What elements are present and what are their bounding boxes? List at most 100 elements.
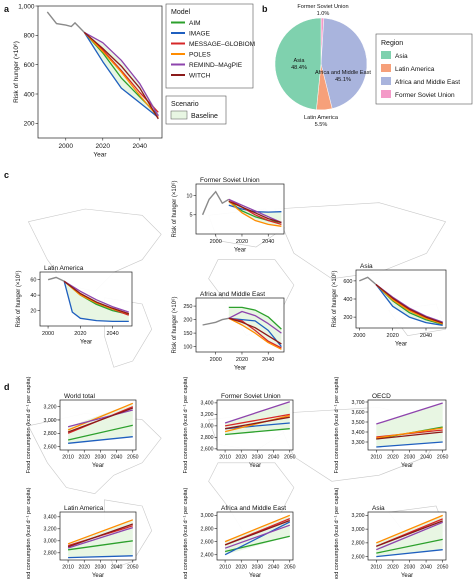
y-axis-label-c-la: Risk of hunger (×10⁶): [15, 271, 22, 328]
chart-title-d-world: World total: [64, 393, 96, 400]
region-swatch-africa-and-middle-east: [381, 77, 391, 85]
y-tick-label-d-fsu-3: 3,200: [201, 412, 214, 418]
history-line-c-fsu: [201, 190, 230, 216]
series-line-aim-d-asia: [376, 538, 443, 554]
pie-value-asia: 48.4%: [291, 65, 307, 71]
series-line-image-d-la: [68, 555, 133, 559]
y-tick-label-a-0: 200: [24, 121, 35, 128]
series-line-witch-c-fsu: [228, 200, 282, 224]
x-axis-label-c-fsu: Year: [234, 248, 246, 254]
x-tick-label-a-1: 2020: [96, 143, 111, 150]
series-line-image-c-ame: [228, 317, 282, 348]
series-line-image-d-oecd: [376, 441, 443, 448]
series-line-witch-d-la: [67, 523, 134, 548]
history-line-c-asia: [359, 276, 377, 286]
x-axis-label-c-asia: Year: [395, 342, 407, 348]
y-tick-label-c-fsu-1: 10: [186, 193, 192, 199]
series-line-poles-d-ame: [224, 514, 291, 543]
x-tick-label-c-asia-2: 2040: [420, 333, 432, 339]
x-axis-label-a: Year: [93, 152, 107, 159]
chart-title-c-la: Latin America: [44, 265, 84, 272]
model-legend: Model AIM IMAGE MESSAGE–GLOBIOM POLES REMIND…: [165, 3, 255, 89]
x-tick-label-c-ame-2: 2040: [262, 357, 274, 363]
series-line-image-c-fsu: [228, 204, 282, 213]
series-line-remind-magpie-d-ame: [224, 524, 291, 549]
x-tick-label-d-la-2: 2030: [95, 565, 107, 571]
chart-c-asia: 2000 2020 2040 200 400 600 Year Risk of hunger …: [331, 263, 447, 348]
series-line-poles-c-asia: [375, 284, 443, 325]
series-line-poles-d-la: [67, 519, 134, 545]
chart-d-fsu: 2010 2020 2030 2040 2050 2,600 2,800 3,000 3,200…: [183, 376, 296, 473]
y-tick-label-d-ame-2: 2,800: [201, 526, 214, 532]
x-tick-label-d-world-2: 2030: [95, 455, 107, 461]
series-line-remind-magpie-d-fsu: [224, 401, 291, 424]
x-tick-label-c-fsu-1: 2020: [236, 239, 248, 245]
y-tick-label-d-asia-3: 3,200: [352, 513, 365, 519]
x-tick-label-d-fsu-2: 2030: [252, 455, 264, 461]
region-swatch-asia: [381, 51, 391, 59]
region-label-africa-and-middle-east: Africa and Middle East: [395, 79, 460, 86]
series-line-image-d-ame: [224, 521, 291, 556]
series-line-witch-d-asia: [376, 520, 443, 547]
y-tick-label-a-2: 600: [24, 62, 35, 69]
x-tick-label-d-asia-3: 2040: [420, 565, 432, 571]
series-line-witch-d-oecd: [376, 431, 443, 440]
y-tick-label-d-fsu-0: 2,600: [201, 447, 214, 453]
series-line-aim-d-fsu: [225, 428, 290, 436]
y-tick-label-c-ame-3: 250: [183, 304, 192, 310]
y-axis-label-d-ame: Food consumption (kcal d⁻¹ per capita): [183, 487, 189, 579]
y-tick-label-d-fsu-1: 2,800: [201, 435, 214, 441]
chart-d-asia: 2010 2020 2030 2040 2050 2,600 2,800 3,000 3,200…: [334, 487, 449, 579]
x-tick-label-d-la-4: 2050: [127, 565, 139, 571]
x-axis-label-d-ame: Year: [249, 573, 261, 579]
series-line-witch-d-world: [67, 407, 134, 433]
x-tick-label-d-fsu-1: 2020: [235, 455, 247, 461]
y-tick-label-c-la-2: 60: [30, 278, 36, 284]
legend-label-witch: WITCH: [189, 73, 211, 80]
region-legend-title: Region: [381, 40, 403, 47]
x-tick-label-c-asia-1: 2020: [387, 333, 399, 339]
pie-label-former-soviet-union: Former Soviet Union: [297, 4, 348, 10]
y-tick-label-d-oecd-2: 3,500: [352, 420, 365, 426]
y-tick-label-d-asia-1: 2,800: [352, 541, 365, 547]
chart-title-d-oecd: OECD: [372, 393, 391, 400]
panel-label-c: c: [4, 170, 9, 180]
x-tick-label-d-asia-1: 2020: [387, 565, 399, 571]
chart-title-c-asia: Asia: [360, 263, 373, 270]
pie-value-africa-and-middle-east: 45.1%: [335, 77, 351, 83]
y-tick-label-d-world-3: 3,200: [44, 404, 57, 410]
series-line-witch-c-la: [63, 280, 130, 315]
x-tick-label-d-ame-1: 2020: [235, 565, 247, 571]
series-line-remind-magpie-c-ame: [228, 310, 282, 334]
series-line-aim-c-ame: [228, 306, 282, 330]
axes-frame-c-ame: [195, 297, 285, 353]
y-tick-label-c-ame-1: 150: [183, 331, 192, 337]
scenario-legend: Scenario Baseline: [165, 95, 227, 125]
y-tick-label-d-oecd-4: 3,700: [352, 400, 365, 406]
x-tick-label-d-oecd-0: 2010: [371, 455, 383, 461]
chart-d-oecd: 2010 2020 2030 2040 2050 3,300 3,400 3,500 3,600…: [334, 376, 449, 473]
series-line-witch-c-ame: [228, 317, 282, 345]
axes-frame-c-la: [39, 271, 133, 327]
region-label-asia: Asia: [395, 53, 408, 60]
panel-label-d: d: [4, 382, 10, 392]
y-tick-label-d-oecd-3: 3,600: [352, 410, 365, 416]
region-label-latin-america: Latin America: [395, 66, 435, 73]
x-tick-label-d-world-1: 2020: [78, 455, 90, 461]
series-line-image-d-fsu: [225, 422, 290, 430]
series-line-image-c-asia: [375, 284, 443, 326]
plot-area-a: [38, 6, 162, 138]
y-axis-label-a: Risk of hunger (×10⁶): [13, 41, 20, 103]
x-tick-label-a-0: 2000: [59, 143, 74, 150]
legend-label-aim: AIM: [189, 20, 201, 27]
scenario-legend-frame: [165, 95, 227, 125]
region-legend-frame: [375, 33, 473, 105]
map-outline-1: [104, 297, 153, 368]
chart-title-c-ame: Africa and Middle East: [200, 291, 265, 298]
y-axis-label-d-fsu: Food consumption (kcal d⁻¹ per capita): [183, 376, 189, 473]
y-axis-label-c-ame: Risk of hunger (×10⁶): [171, 297, 178, 354]
series-line-witch-c-asia: [375, 283, 443, 324]
x-tick-label-d-fsu-0: 2010: [219, 455, 231, 461]
series-line-message-globiom-d-fsu: [224, 413, 290, 427]
